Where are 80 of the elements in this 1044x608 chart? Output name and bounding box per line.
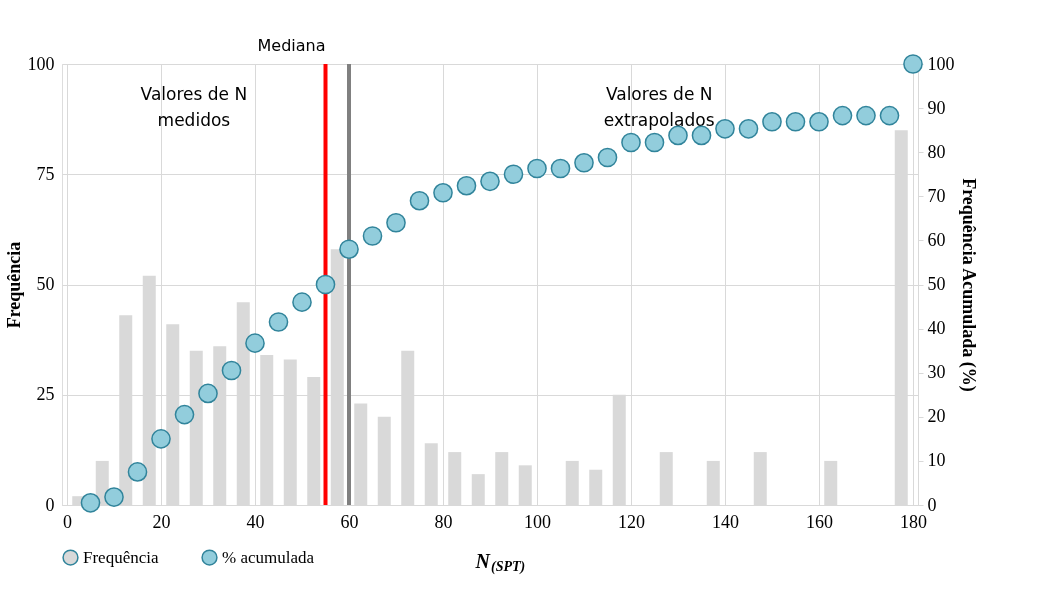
x-tick-label: 160 xyxy=(806,511,833,532)
y2-tick-label: 20 xyxy=(927,406,946,427)
x-tick-label: 180 xyxy=(900,511,927,532)
bar xyxy=(354,403,368,505)
annotation: Valores de N medidos xyxy=(140,83,248,130)
point xyxy=(362,226,383,246)
point xyxy=(832,105,853,126)
point xyxy=(80,492,101,513)
y-tick-label: 100 xyxy=(27,53,55,74)
y2-tick-label: 30 xyxy=(927,362,946,383)
point xyxy=(315,274,336,295)
point xyxy=(456,175,477,196)
point xyxy=(104,487,124,507)
x-tick-label: 140 xyxy=(712,511,739,532)
x-tick-label: 100 xyxy=(524,511,551,532)
point xyxy=(597,147,618,168)
point xyxy=(903,54,923,74)
y-tick-label: 0 xyxy=(45,494,55,515)
point xyxy=(292,292,312,312)
bar xyxy=(659,452,673,505)
annotation: Valores de N extrapolados xyxy=(603,83,715,130)
point xyxy=(809,111,829,132)
point xyxy=(480,171,500,192)
point xyxy=(339,239,359,260)
point xyxy=(198,383,218,404)
x-tick-label: 120 xyxy=(618,511,645,532)
point xyxy=(174,404,195,425)
y2-tick-label: 80 xyxy=(927,141,946,162)
y-tick-label: 50 xyxy=(36,274,55,294)
bar xyxy=(824,460,838,505)
bar xyxy=(753,452,767,505)
x-tick-label: 40 xyxy=(246,511,265,532)
point xyxy=(644,132,665,153)
bar xyxy=(471,474,485,505)
point xyxy=(550,158,571,179)
bar xyxy=(518,465,532,505)
x-tick-label: 60 xyxy=(340,511,359,532)
y2-tick-label: 60 xyxy=(927,229,946,250)
point xyxy=(221,360,242,381)
point xyxy=(856,105,876,126)
bar xyxy=(448,452,462,505)
x-tick-label: 0 xyxy=(63,511,72,532)
x-tick-label: 80 xyxy=(434,511,453,532)
y2-tick-label: 50 xyxy=(927,274,946,294)
y2-tick-label: 0 xyxy=(927,494,937,515)
point xyxy=(785,111,806,132)
y-tick-label: 25 xyxy=(36,384,55,405)
y2-axis-title: Frequência Acumulada (%) xyxy=(957,178,979,392)
point xyxy=(574,152,594,173)
y-axis-title: Frequência xyxy=(3,241,24,329)
y2-tick-label: 40 xyxy=(927,318,946,339)
point xyxy=(738,119,759,139)
point xyxy=(503,164,524,185)
point xyxy=(386,212,406,233)
point xyxy=(268,312,289,332)
y2-tick-label: 10 xyxy=(927,450,946,471)
bar xyxy=(377,416,391,505)
legend-label: Frequência xyxy=(83,547,159,567)
y2-tick-label: 90 xyxy=(927,97,946,118)
y2-tick-label: 100 xyxy=(927,53,955,74)
point xyxy=(245,333,265,353)
point xyxy=(409,190,430,211)
bar xyxy=(565,460,579,505)
bar xyxy=(706,460,720,505)
point xyxy=(127,462,148,482)
point xyxy=(433,182,453,203)
point xyxy=(527,158,547,179)
y-tick-label: 75 xyxy=(36,163,55,184)
bar xyxy=(424,443,438,505)
bar xyxy=(589,469,603,505)
bar xyxy=(495,452,509,505)
point xyxy=(879,105,900,126)
ref-line-label: Mediana xyxy=(257,36,326,55)
y2-tick-label: 70 xyxy=(927,185,946,206)
point xyxy=(151,429,171,449)
legend-label: % acumulada xyxy=(222,547,315,567)
point xyxy=(762,111,782,132)
point xyxy=(621,132,641,153)
point xyxy=(715,119,735,139)
x-tick-label: 20 xyxy=(152,511,171,532)
